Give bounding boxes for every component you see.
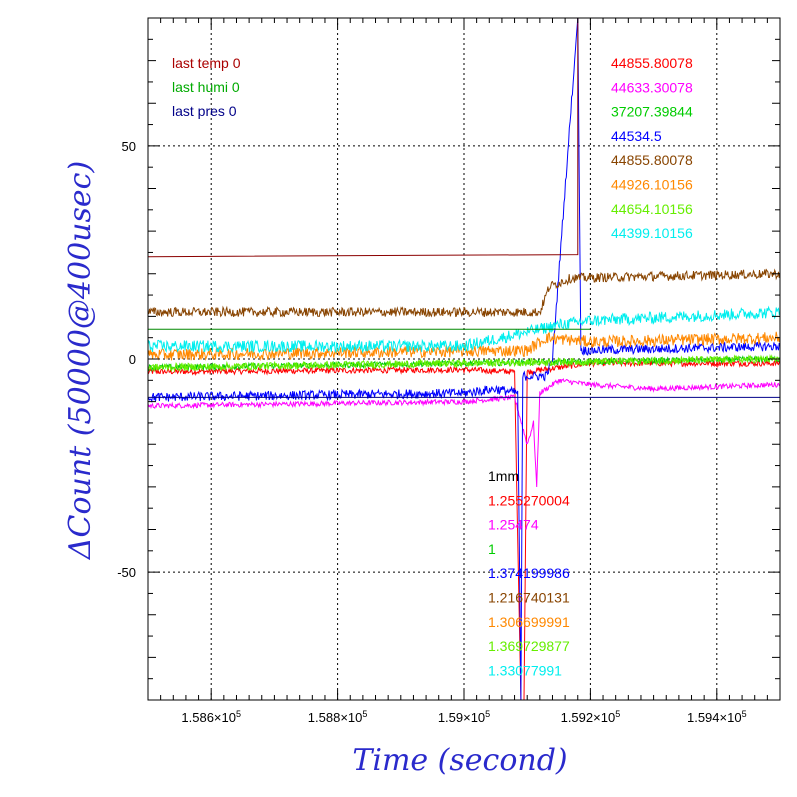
series-line bbox=[148, 18, 579, 258]
x-tick-label: 1.592×105 bbox=[561, 709, 621, 725]
legend-value: 44633.30078 bbox=[611, 79, 693, 95]
legend-value: 44399.10156 bbox=[611, 225, 693, 241]
legend-value: 44855.80078 bbox=[611, 55, 693, 71]
legend-value: 44926.10156 bbox=[611, 177, 693, 193]
series-line bbox=[148, 353, 780, 373]
y-axis-title: ΔCount (50000@400usec) bbox=[63, 161, 98, 560]
x-axis-title: Time (second) bbox=[352, 743, 567, 778]
series-group bbox=[148, 18, 780, 700]
y-tick-label: 50 bbox=[122, 139, 136, 154]
legend-coefficient: 1.216740131 bbox=[488, 590, 570, 606]
series-line bbox=[148, 305, 780, 354]
legend-entry: last temp 0 bbox=[172, 55, 241, 71]
legend-entry: last pres 0 bbox=[172, 103, 237, 119]
series-line bbox=[148, 358, 780, 700]
x-tick-label: 1.588×105 bbox=[308, 709, 368, 725]
y-tick-label: -50 bbox=[117, 565, 136, 580]
legend-value: 37207.39844 bbox=[611, 104, 693, 120]
legend-value: 44534.5 bbox=[611, 128, 662, 144]
legend-coefficient: 1.306699991 bbox=[488, 614, 570, 630]
series-line bbox=[148, 18, 780, 700]
legends: last temp 0 last humi 0 last pres 0 44855.8… bbox=[172, 55, 693, 678]
legend-coefficient: 1mm bbox=[488, 468, 519, 484]
series-line bbox=[148, 268, 780, 319]
legend-coefficient: 1.255270004 bbox=[488, 492, 570, 508]
legend-coefficient: 1.374199986 bbox=[488, 565, 570, 581]
x-tick-label: 1.594×105 bbox=[687, 709, 747, 725]
x-tick-label: 1.59×105 bbox=[438, 709, 490, 725]
x-tick-label: 1.586×105 bbox=[181, 709, 241, 725]
legend-coefficient: 1.25474 bbox=[488, 517, 539, 533]
legend-value: 44654.10156 bbox=[611, 201, 693, 217]
y-tick-label: 0 bbox=[129, 352, 136, 367]
legend-coefficient: 1.369729877 bbox=[488, 638, 570, 654]
legend-coefficient: 1 bbox=[488, 541, 496, 557]
series-line bbox=[148, 331, 780, 362]
legend-coefficient: 1.33077991 bbox=[488, 662, 562, 678]
legend-entry: last humi 0 bbox=[172, 79, 240, 95]
legend-value: 44855.80078 bbox=[611, 152, 693, 168]
series-line bbox=[148, 378, 780, 488]
ticks: 1.586×105 1.588×105 1.59×105 1.592×105 1.594… bbox=[117, 17, 781, 725]
